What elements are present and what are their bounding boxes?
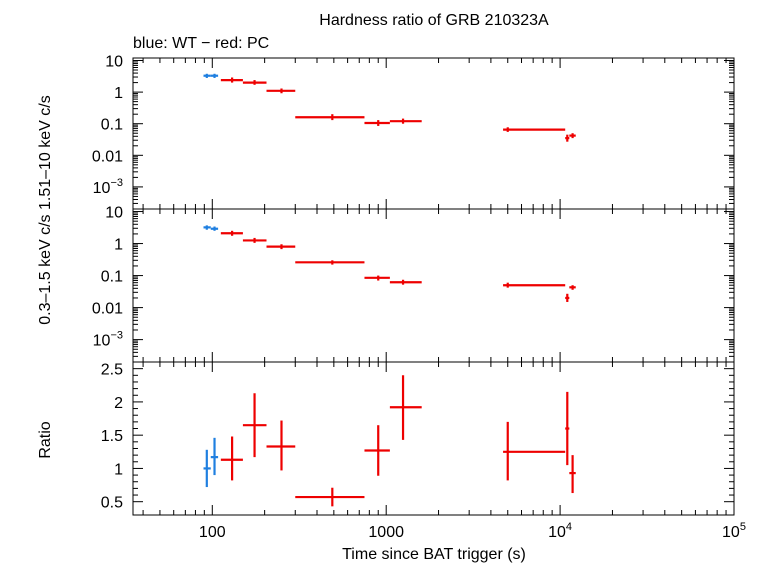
y-tick-label: 0.5 [101,495,123,512]
data-point-pc [565,134,570,142]
data-point-pc [220,77,243,83]
data-point-pc [569,133,576,139]
y-tick-label: 0.01 [92,301,123,318]
y-tick-label: 0.1 [101,117,123,134]
y-tick-label: 10−3 [93,330,123,350]
panel-ratio: 2.5 2 1.5 1 0.5 [101,361,735,516]
panel-soft-frame [132,208,735,363]
data-point-pc [266,420,296,471]
x-tick-label: 1000 [368,524,404,541]
data-point-pc [220,436,243,481]
data-point-pc [503,421,566,481]
y-tick-label: 2 [114,395,123,412]
y-tick-label: 0.1 [101,269,123,286]
panel-soft-marks [203,225,576,302]
panel-hard-marks [203,73,576,142]
data-point-pc [364,275,390,281]
y-tick-label: 10 [105,54,123,71]
data-point-wt [210,226,219,231]
y-tick-label: 2.5 [101,362,123,379]
data-point-pc [565,293,570,302]
y-tick-label: 10 [105,205,123,222]
shared-y-axis-label: 0.3–1.5 keV c/s 1.51–10 keV c/s [37,95,54,324]
x-tick-label: 104 [548,521,572,541]
x-tick-label: 100 [199,524,226,541]
data-point-wt [203,449,211,488]
data-point-pc [242,393,267,458]
panel-soft: 10 1 0.1 0.01 10−3 [92,205,735,363]
data-point-pc [295,260,365,265]
data-point-pc [569,455,576,494]
data-point-pc [565,391,570,466]
chart-subtitle: blue: WT − red: PC [133,35,269,52]
data-point-pc [389,375,422,440]
y-tick-label: 1 [114,237,123,254]
data-point-pc [364,120,390,126]
y-tick-label: 1.5 [101,428,123,445]
data-point-wt [210,73,219,78]
y-tick-label: 0.01 [92,148,123,165]
ratio-y-axis-label: Ratio [37,421,54,458]
data-point-pc [295,114,365,121]
data-point-pc [220,230,243,236]
data-point-pc [266,244,296,250]
data-point-pc [242,80,267,85]
panel-ratio-ticks: 2.5 2 1.5 1 0.5 [101,361,735,515]
y-tick-label: 1 [114,461,123,478]
y-tick-label: 10−3 [93,177,123,197]
panel-hard-ticks: 10 1 0.1 0.01 10−3 [92,54,735,210]
data-point-wt [203,225,211,230]
data-point-wt [210,437,219,476]
y-tick-label: 1 [114,85,123,102]
x-axis-label: Time since BAT trigger (s) [342,546,526,563]
data-point-pc [266,88,296,94]
panel-ratio-marks [203,375,576,507]
panel-hard: 10 1 0.1 0.01 10−3 [92,54,735,210]
data-point-pc [242,237,267,243]
chart-title: Hardness ratio of GRB 210323A [319,12,549,29]
data-point-pc [569,285,576,290]
data-point-pc [295,487,365,507]
data-point-pc [364,425,390,476]
x-tick-label: 105 [722,521,746,541]
data-point-pc [503,127,566,132]
panel-ratio-frame [132,361,735,516]
data-point-pc [389,279,422,285]
data-point-pc [389,118,422,124]
data-point-pc [503,282,566,288]
x-tick-labels: 100 1000 104 105 [199,521,746,541]
data-point-wt [203,73,211,78]
